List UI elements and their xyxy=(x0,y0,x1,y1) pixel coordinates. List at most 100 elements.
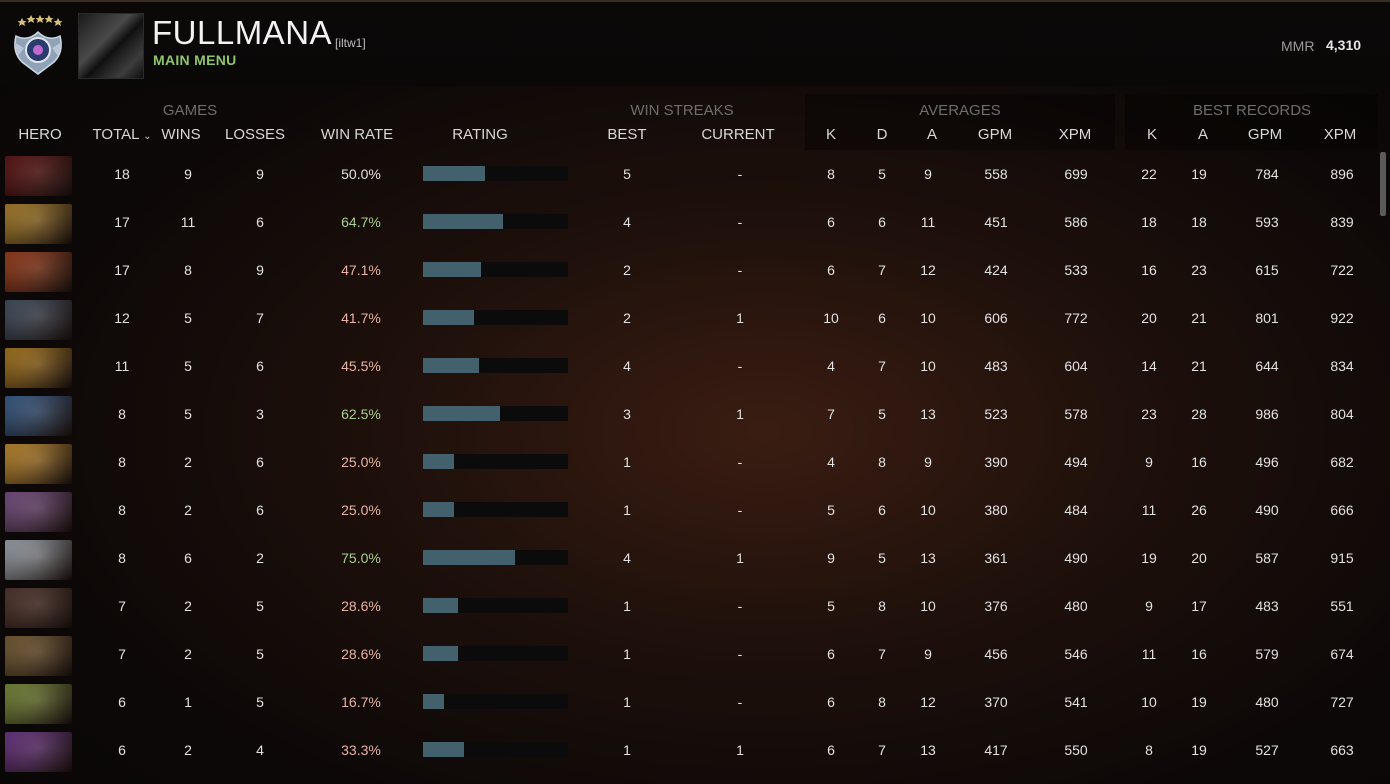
mmr-value: 4,310 xyxy=(1326,37,1362,53)
hero-portrait-shade xyxy=(5,732,72,772)
rating-bar-track xyxy=(423,646,568,661)
cell-win-rate: 62.5% xyxy=(341,406,381,422)
hero-portrait[interactable] xyxy=(5,348,72,388)
cell-avg-k: 4 xyxy=(827,358,835,374)
cell-avg-gpm: 370 xyxy=(984,694,1008,710)
cell-best: 5 xyxy=(623,166,631,182)
cell-avg-gpm: 361 xyxy=(984,550,1008,566)
table-row[interactable]: 8 5 3 62.5% 3 1 7 5 13 523 578 23 28 986 804 xyxy=(0,392,1378,440)
rating-bar-fill xyxy=(423,166,485,181)
player-avatar[interactable] xyxy=(78,13,144,79)
hero-portrait[interactable] xyxy=(5,684,72,724)
column-header-avg-assists[interactable]: A xyxy=(926,126,938,143)
column-header-rating[interactable]: RATING xyxy=(452,126,508,143)
hero-portrait[interactable] xyxy=(5,396,72,436)
hero-portrait-shade xyxy=(5,636,72,676)
table-row[interactable]: 18 9 9 50.0% 5 - 8 5 9 558 699 22 19 784 896 xyxy=(0,152,1378,200)
hero-portrait[interactable] xyxy=(5,636,72,676)
cell-losses: 9 xyxy=(256,262,264,278)
cell-avg-gpm: 417 xyxy=(984,742,1008,758)
cell-avg-a: 10 xyxy=(920,502,936,518)
table-row[interactable]: 8 6 2 75.0% 4 1 9 5 13 361 490 19 20 587 915 xyxy=(0,536,1378,584)
cell-best: 1 xyxy=(623,646,631,662)
table-scrollbar[interactable] xyxy=(1380,152,1386,216)
table-row[interactable]: 6 2 4 33.3% 1 1 6 7 13 417 550 8 19 527 663 xyxy=(0,728,1378,776)
hero-portrait[interactable] xyxy=(5,492,72,532)
table-row[interactable]: 17 8 9 47.1% 2 - 6 7 12 424 533 16 23 615 722 xyxy=(0,248,1378,296)
cell-avg-xpm: 533 xyxy=(1064,262,1088,278)
cell-current: - xyxy=(737,646,743,662)
table-row[interactable]: 7 2 5 28.6% 1 - 6 7 9 456 546 11 16 579 674 xyxy=(0,632,1378,680)
cell-best-a: 16 xyxy=(1191,646,1207,662)
hero-portrait[interactable] xyxy=(5,300,72,340)
cell-wins: 6 xyxy=(184,550,192,566)
column-header-win-rate[interactable]: WIN RATE xyxy=(320,126,394,143)
column-header-wins[interactable]: WINS xyxy=(161,126,201,143)
cell-win-rate: 33.3% xyxy=(341,742,381,758)
cell-losses: 7 xyxy=(256,310,264,326)
hero-portrait[interactable] xyxy=(5,444,72,484)
hero-portrait[interactable] xyxy=(5,156,72,196)
table-row[interactable]: 7 2 5 28.6% 1 - 5 8 10 376 480 9 17 483 551 xyxy=(0,584,1378,632)
cell-wins: 2 xyxy=(184,454,192,470)
column-header-losses[interactable]: LOSSES xyxy=(224,126,286,143)
cell-losses: 4 xyxy=(256,742,264,758)
cell-losses: 6 xyxy=(256,454,264,470)
cell-best-k: 14 xyxy=(1141,358,1157,374)
table-row[interactable]: 8 2 6 25.0% 1-5 6 10 380 484 11 26 490 666 xyxy=(0,488,1378,536)
column-header-current-streak[interactable]: CURRENT xyxy=(701,126,775,143)
cell-avg-gpm: 483 xyxy=(984,358,1008,374)
column-header-hero[interactable]: HERO xyxy=(18,126,62,143)
cell-best-gpm: 644 xyxy=(1255,358,1279,374)
cell-avg-k: 9 xyxy=(827,550,835,566)
cell-avg-d: 5 xyxy=(878,406,886,422)
table-row[interactable]: 17 11 6 64.7% 4 - 6 6 11 451 586 18 18 593 839 xyxy=(0,200,1378,248)
cell-avg-xpm: 604 xyxy=(1064,358,1088,374)
column-header-avg-gpm[interactable]: GPM xyxy=(977,126,1013,143)
column-header-best-xpm[interactable]: XPM xyxy=(1323,126,1357,143)
column-header-avg-deaths[interactable]: D xyxy=(876,126,888,143)
cell-win-rate: 41.7% xyxy=(341,310,381,326)
table-row[interactable]: 8 2 6 25.0% 1 - 4 8 9 390 494 9 16 496 682 xyxy=(0,440,1378,488)
hero-portrait-shade xyxy=(5,300,72,340)
cell-avg-gpm: 451 xyxy=(984,214,1008,230)
cell-win-rate: 47.1% xyxy=(341,262,381,278)
cell-best-k: 23 xyxy=(1141,406,1157,422)
hero-portrait-shade xyxy=(5,540,72,580)
column-header-best-kills[interactable]: K xyxy=(1146,126,1158,143)
column-header-avg-xpm[interactable]: XPM xyxy=(1058,126,1092,143)
table-row[interactable]: 6 1 5 16.7% 1 - 6 8 12 370 541 10 19 480 727 xyxy=(0,680,1378,728)
hero-portrait[interactable] xyxy=(5,540,72,580)
rating-bar-fill xyxy=(423,310,474,325)
cell-best: 1 xyxy=(623,502,631,518)
table-row[interactable]: 12 5 7 41.7% 2 1 10 6 10 606 772 20 21 801 922 xyxy=(0,296,1378,344)
cell-avg-k: 8 xyxy=(827,166,835,182)
hero-portrait-shade xyxy=(5,444,72,484)
table-row[interactable]: 11 5 6 45.5% 4 - 4 7 10 483 604 14 21 644 834 xyxy=(0,344,1378,392)
rating-bar-track xyxy=(423,454,568,469)
cell-best-xpm: 922 xyxy=(1330,310,1354,326)
hero-portrait[interactable] xyxy=(5,732,72,772)
cell-avg-k: 6 xyxy=(827,742,835,758)
cell-avg-d: 8 xyxy=(878,694,886,710)
column-header-total[interactable]: TOTAL ⌄ xyxy=(93,126,152,143)
cell-best: 2 xyxy=(623,262,631,278)
cell-losses: 3 xyxy=(256,406,264,422)
cell-current: - xyxy=(737,262,743,278)
column-header-best-gpm[interactable]: GPM xyxy=(1247,126,1283,143)
hero-portrait[interactable] xyxy=(5,204,72,244)
main-menu-link[interactable]: MAIN MENU xyxy=(153,52,237,68)
hero-portrait[interactable] xyxy=(5,252,72,292)
cell-avg-a: 9 xyxy=(924,646,932,662)
column-header-best-assists[interactable]: A xyxy=(1197,126,1209,143)
hero-portrait[interactable] xyxy=(5,588,72,628)
rating-bar-track xyxy=(423,742,568,757)
column-header-avg-kills[interactable]: K xyxy=(825,126,837,143)
cell-best-a: 23 xyxy=(1191,262,1207,278)
cell-best-gpm: 527 xyxy=(1255,742,1279,758)
column-header-best-streak[interactable]: BEST xyxy=(607,126,647,143)
cell-wins: 2 xyxy=(184,598,192,614)
cell-avg-d: 7 xyxy=(878,646,886,662)
cell-current: - xyxy=(737,358,743,374)
player-tag: [iltw1] xyxy=(335,36,366,50)
